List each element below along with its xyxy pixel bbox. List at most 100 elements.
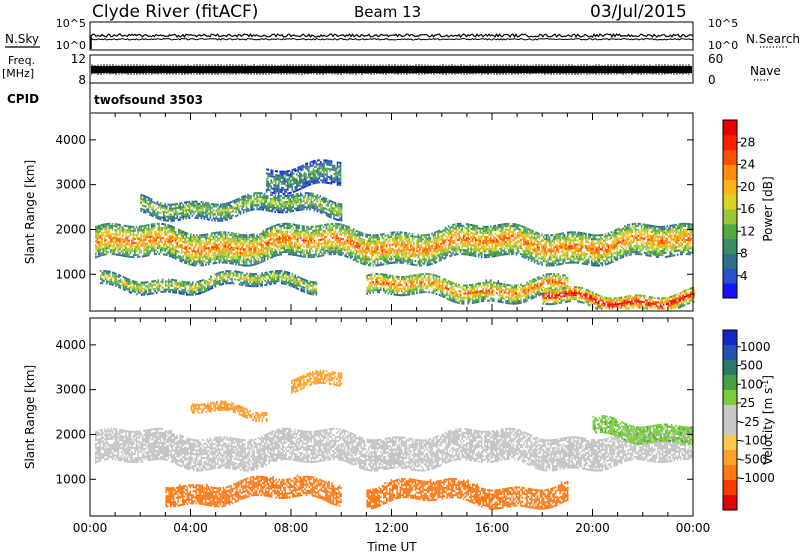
echo-cell bbox=[530, 233, 533, 236]
echo-cell bbox=[389, 238, 391, 240]
echo-cell bbox=[468, 225, 471, 228]
echo-cell bbox=[285, 245, 287, 247]
echo-cell bbox=[171, 256, 174, 259]
echo-cell bbox=[673, 224, 676, 227]
echo-cell bbox=[499, 254, 501, 257]
echo-cell bbox=[405, 252, 408, 255]
echo-cell bbox=[271, 233, 273, 236]
echo-cell bbox=[286, 249, 289, 251]
echo-cell bbox=[444, 240, 447, 243]
echo-cell bbox=[212, 256, 215, 259]
echo-cell bbox=[631, 241, 634, 244]
echo-cell bbox=[401, 231, 403, 234]
echo-cell bbox=[606, 245, 608, 247]
echo-cell bbox=[416, 250, 418, 253]
echo-cell bbox=[646, 252, 649, 255]
echo-cell bbox=[99, 244, 102, 247]
echo-cell bbox=[134, 248, 136, 251]
echo-cell bbox=[550, 242, 552, 245]
echo-cell bbox=[110, 240, 112, 243]
echo-cell bbox=[434, 249, 436, 252]
echo-cell bbox=[321, 234, 323, 237]
echo-cell bbox=[108, 243, 111, 245]
echo-cell bbox=[413, 245, 415, 248]
echo-cell bbox=[248, 252, 251, 255]
echo-cell bbox=[484, 225, 486, 228]
echo-cell bbox=[370, 246, 373, 249]
echo-cell bbox=[143, 247, 145, 250]
echo-cell bbox=[306, 237, 308, 240]
echo-cell bbox=[408, 250, 411, 253]
echo-cell bbox=[428, 259, 430, 262]
echo-cell bbox=[331, 228, 334, 231]
echo-cell bbox=[158, 224, 160, 227]
echo-cell bbox=[649, 255, 652, 257]
echo-cell bbox=[603, 259, 605, 262]
echo-cell bbox=[381, 247, 384, 250]
echo-cell bbox=[655, 231, 658, 234]
echo-cell bbox=[541, 261, 543, 264]
echo-cell bbox=[615, 247, 617, 250]
echo-cell bbox=[230, 258, 233, 261]
echo-cell bbox=[440, 259, 442, 262]
echo-cell bbox=[393, 251, 396, 254]
echo-cell bbox=[488, 239, 491, 242]
echo-cell bbox=[464, 239, 466, 242]
echo-cell bbox=[395, 259, 397, 262]
echo-cell bbox=[351, 245, 353, 248]
echo-cell bbox=[485, 229, 488, 232]
echo-cell bbox=[545, 244, 548, 247]
echo-cell bbox=[474, 253, 477, 256]
echo-cell bbox=[185, 250, 188, 253]
echo-cell bbox=[372, 252, 374, 255]
echo-cell bbox=[395, 253, 397, 256]
echo-cell bbox=[117, 245, 120, 248]
echo-cell bbox=[563, 258, 566, 261]
echo-cell bbox=[298, 236, 301, 239]
echo-cell bbox=[506, 224, 509, 227]
echo-cell bbox=[588, 237, 590, 240]
echo-cell bbox=[117, 227, 120, 230]
echo-cell bbox=[553, 236, 555, 238]
echo-cell bbox=[95, 252, 97, 255]
echo-cell bbox=[526, 227, 528, 230]
echo-cell bbox=[125, 233, 127, 236]
echo-cell bbox=[502, 231, 504, 234]
echo-cell bbox=[654, 233, 656, 236]
echo-cell bbox=[383, 263, 385, 266]
echo-cell bbox=[441, 230, 444, 233]
echo-cell bbox=[687, 227, 690, 229]
echo-cell bbox=[309, 250, 311, 253]
echo-cell bbox=[574, 245, 576, 248]
echo-cell bbox=[512, 243, 515, 246]
echo-cell bbox=[250, 250, 252, 253]
echo-cell bbox=[297, 236, 299, 239]
echo-cell bbox=[449, 243, 451, 245]
echo-cell bbox=[364, 233, 367, 236]
echo-cell bbox=[648, 242, 650, 245]
echo-cell bbox=[245, 252, 248, 255]
echo-cell bbox=[95, 244, 97, 247]
echo-cell bbox=[182, 230, 185, 233]
echo-cell bbox=[318, 241, 320, 244]
echo-cell bbox=[208, 249, 210, 252]
echo-cell bbox=[619, 253, 622, 256]
echo-cell bbox=[226, 233, 228, 236]
echo-cell bbox=[313, 233, 316, 236]
echo-cell bbox=[278, 231, 281, 234]
echo-cell bbox=[571, 261, 573, 264]
echo-cell bbox=[512, 229, 515, 232]
echo-cell bbox=[634, 249, 637, 251]
echo-cell bbox=[524, 236, 527, 239]
echo-cell bbox=[288, 245, 290, 248]
echo-cell bbox=[517, 248, 519, 251]
echo-cell bbox=[559, 239, 561, 241]
echo-cell bbox=[303, 239, 305, 242]
echo-cell bbox=[282, 235, 284, 237]
echo-cell bbox=[497, 242, 500, 245]
echo-cell bbox=[352, 246, 355, 249]
echo-cell bbox=[342, 224, 344, 227]
echo-cell bbox=[542, 244, 545, 246]
echo-cell bbox=[235, 261, 237, 264]
echo-cell bbox=[542, 235, 545, 238]
